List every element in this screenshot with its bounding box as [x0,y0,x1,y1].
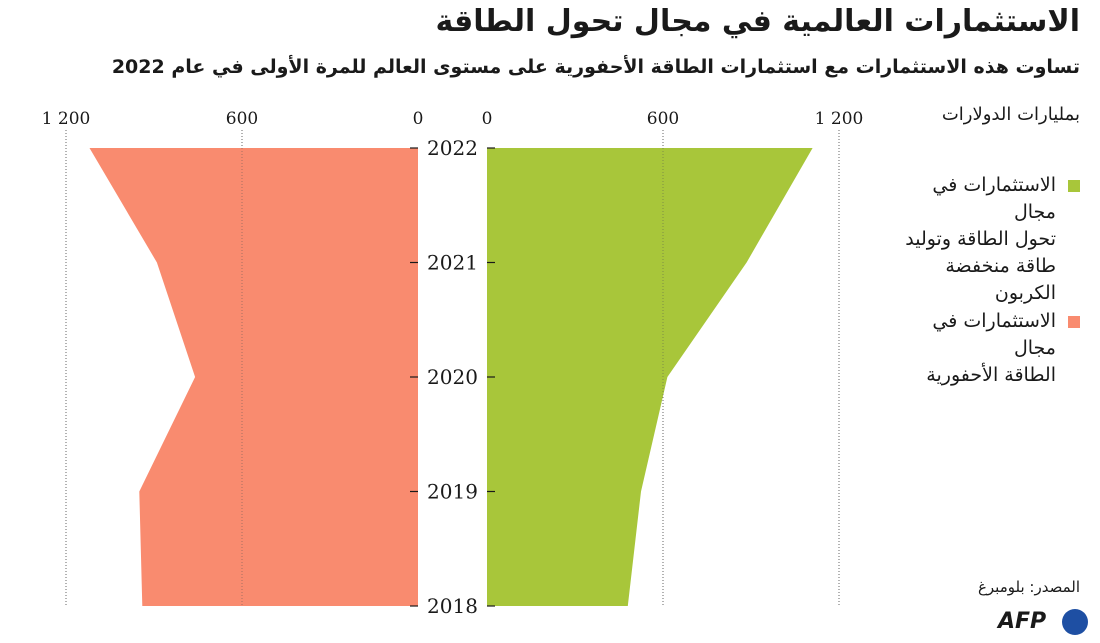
legend-swatch-green [1068,180,1080,192]
chart-title: الاستثمارات العالمية في مجال تحول الطاقة [435,4,1080,39]
afp-logo-text: AFP [998,609,1047,634]
area-series-fossil [89,148,418,606]
year-label: 2022 [427,136,478,160]
unit-label: بمليارات الدولارات [941,104,1080,125]
legend-item-low-carbon: الاستثمارات في مجال تحول الطاقة وتوليد ط… [890,172,1080,307]
afp-logo: AFP [998,609,1088,637]
source-note: المصدر: بلومبرغ [977,578,1080,596]
legend-line: الكربون [994,282,1056,304]
legend-swatch-salmon [1068,316,1080,328]
year-label: 2018 [427,594,478,618]
tick-label-left: 1 200 [42,109,91,129]
afp-logo-dot [1062,609,1088,635]
legend-line: الطاقة الأحفورية [926,364,1056,386]
legend-line: الاستثمارات في مجال [932,310,1056,359]
chart-subtitle: تساوت هذه الاستثمارات مع استثمارات الطاق… [111,56,1080,78]
tick-label-left: 600 [226,109,258,129]
tick-label-left: 0 [413,109,424,129]
legend-line: الاستثمارات في مجال [932,174,1056,223]
tick-label-right: 0 [482,109,493,129]
year-label: 2019 [427,480,478,504]
legend-item-fossil: الاستثمارات في مجال الطاقة الأحفورية [890,308,1080,389]
tick-label-right: 1 200 [815,109,864,129]
legend-line: تحول الطاقة وتوليد [905,228,1056,250]
year-label: 2021 [427,251,478,275]
legend-line: طاقة منخفضة [945,255,1056,277]
tick-label-right: 600 [647,109,679,129]
year-label: 2020 [427,365,478,389]
area-series-low-carbon [487,148,813,606]
